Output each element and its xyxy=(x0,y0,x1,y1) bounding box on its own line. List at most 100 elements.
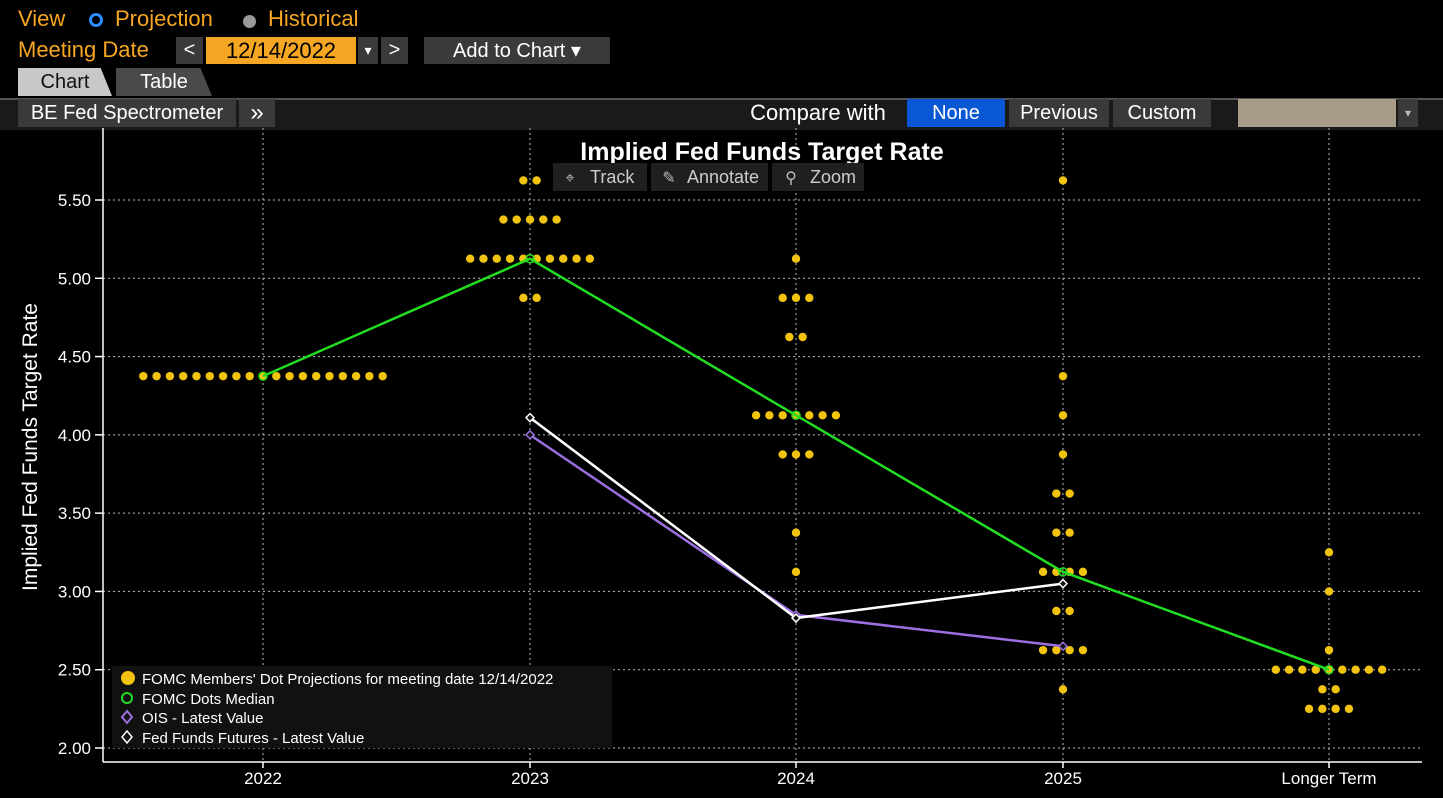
projection-label[interactable]: Projection xyxy=(115,6,213,31)
dot-projection xyxy=(778,411,787,420)
dot-projection xyxy=(1331,704,1340,714)
dot-projection xyxy=(218,371,228,381)
next-date-button[interactable]: > xyxy=(381,37,408,64)
dot-projection xyxy=(1324,645,1334,655)
dot-projection xyxy=(1078,567,1088,577)
tab-table[interactable]: Table xyxy=(116,68,212,96)
dot-projection xyxy=(505,254,515,263)
legend-futures-icon xyxy=(121,729,133,745)
dot-projection xyxy=(805,450,814,459)
source-button[interactable]: BE Fed Spectrometer xyxy=(18,99,236,127)
futures-line xyxy=(529,416,1064,620)
chart-title: Implied Fed Funds Target Rate xyxy=(580,138,944,166)
median-line-point xyxy=(791,410,801,421)
dot-projection xyxy=(365,371,374,381)
dot-projection xyxy=(532,176,541,185)
compare-custom-button[interactable]: Custom xyxy=(1113,99,1211,127)
dot-projection xyxy=(519,293,528,303)
dot-projection xyxy=(338,371,347,381)
add-to-chart-button[interactable]: Add to Chart ▾ xyxy=(424,37,610,64)
dot-projection xyxy=(1351,665,1360,674)
dot-projection xyxy=(572,254,581,263)
legend-item-futures: Fed Funds Futures - Latest Value xyxy=(142,730,364,747)
y-tick-label: 3.00 xyxy=(58,582,91,601)
annotate-button[interactable] xyxy=(651,163,768,191)
prev-date-button[interactable]: < xyxy=(176,37,203,64)
dot-projection xyxy=(245,371,254,381)
meeting-date-field[interactable]: 12/14/2022 xyxy=(206,37,356,64)
dot-projection xyxy=(1364,665,1374,674)
y-axis-label: Implied Fed Funds Target Rate xyxy=(19,303,42,591)
custom-date-field[interactable] xyxy=(1238,99,1396,127)
dot-projection xyxy=(1058,411,1068,420)
chart-tools: ⌖ Track ✎ Annotate ⚲ Zoom xyxy=(553,163,864,191)
futures-line-point xyxy=(790,612,802,624)
y-tick-label: 2.50 xyxy=(58,661,91,680)
dot-projection xyxy=(205,371,214,381)
legend-box xyxy=(112,666,612,748)
y-tick-label: 4.50 xyxy=(58,348,91,367)
tab-chart[interactable]: Chart xyxy=(18,68,112,96)
ois-line-point xyxy=(1057,641,1069,652)
y-tick-label: 4.00 xyxy=(58,426,91,445)
y-tick-label: 5.00 xyxy=(58,269,91,288)
dot-projection xyxy=(1311,665,1320,674)
zoom-button[interactable] xyxy=(772,163,864,191)
historical-label[interactable]: Historical xyxy=(268,6,359,31)
dot-projection xyxy=(1065,645,1074,655)
dot-projection xyxy=(152,371,161,381)
radio-unselected-icon xyxy=(243,15,256,29)
zoom-label: Zoom xyxy=(810,167,856,187)
dot-projection xyxy=(1052,645,1061,655)
date-dropdown-button[interactable]: ▾ xyxy=(358,37,378,64)
chart-grid xyxy=(103,128,1422,762)
track-button[interactable] xyxy=(553,163,647,191)
dot-projection xyxy=(831,411,841,420)
dot-projections xyxy=(139,176,1387,714)
legend-item-dots: FOMC Members' Dot Projections for meetin… xyxy=(142,671,553,688)
dot-projection xyxy=(1058,176,1068,185)
dot-projection xyxy=(1058,371,1068,381)
dot-projection xyxy=(791,450,801,459)
dot-projection xyxy=(165,371,175,381)
dot-projection xyxy=(1052,606,1061,616)
dot-projection xyxy=(192,371,201,381)
dot-projection xyxy=(232,371,241,381)
y-tick-label: 5.50 xyxy=(58,191,91,210)
dot-projection xyxy=(285,371,294,381)
series-lines xyxy=(258,253,1334,675)
compare-previous-button[interactable]: Previous xyxy=(1009,99,1109,127)
dot-projection xyxy=(559,254,568,263)
dot-projection xyxy=(798,332,807,342)
legend-ois-icon xyxy=(120,709,134,725)
expand-button[interactable]: » xyxy=(239,99,275,127)
track-icon: ⌖ xyxy=(565,170,574,187)
dot-projection xyxy=(512,215,521,224)
dot-projection xyxy=(312,371,321,381)
dot-projection xyxy=(539,215,548,224)
dot-projection xyxy=(545,254,555,263)
dot-projection xyxy=(791,528,801,537)
legend-item-ois: OIS - Latest Value xyxy=(142,710,263,727)
dot-projection xyxy=(1318,704,1327,714)
historical-radio[interactable] xyxy=(243,13,256,31)
dot-projection xyxy=(298,371,308,381)
legend-median-icon xyxy=(121,692,133,704)
y-tick-label: 3.50 xyxy=(58,504,91,523)
dot-projection xyxy=(1078,645,1088,655)
custom-dropdown-icon[interactable]: ▾ xyxy=(1398,99,1418,127)
projection-radio[interactable] xyxy=(89,11,103,29)
dot-projection xyxy=(325,371,334,381)
dot-projection xyxy=(585,254,595,263)
dot-projection xyxy=(1284,665,1294,674)
dot-projection xyxy=(778,293,787,303)
dot-projection xyxy=(805,411,814,420)
dot-projection xyxy=(1065,489,1074,498)
compare-none-button[interactable]: None xyxy=(907,99,1005,127)
dot-projection xyxy=(179,371,188,381)
median-line-point xyxy=(525,253,535,264)
dot-projection xyxy=(139,371,148,381)
dot-projection xyxy=(525,215,535,224)
dot-projection xyxy=(532,293,541,303)
